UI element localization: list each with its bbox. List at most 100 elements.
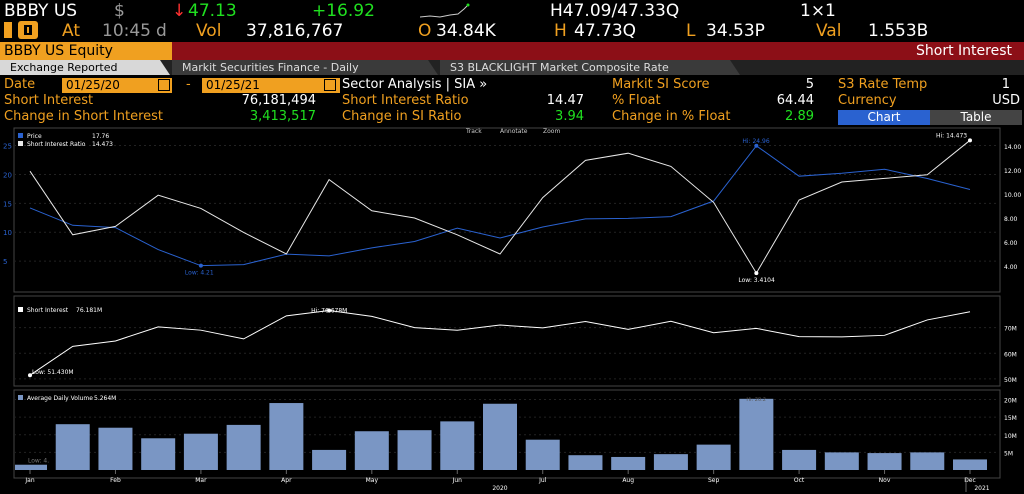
calendar-from-icon[interactable] xyxy=(158,79,170,91)
open-label: O xyxy=(418,21,432,41)
date-from-input[interactable]: 01/25/20 xyxy=(62,78,172,93)
volume-tick-label: 20M xyxy=(1004,398,1017,405)
volume-tick-label: 10M xyxy=(1004,433,1017,440)
table-button[interactable]: Table xyxy=(930,110,1022,125)
price-high-marker xyxy=(754,143,759,148)
annotate-button[interactable]: Annotate xyxy=(500,128,528,135)
function-name: Short Interest xyxy=(916,43,1012,59)
x-year-label: 2021 xyxy=(974,485,989,492)
track-button[interactable]: Track xyxy=(465,128,482,135)
volume-low-annotation: Low: 4. xyxy=(28,458,49,465)
legend-ratio-value: 14.473 xyxy=(92,141,113,148)
volume-bar xyxy=(739,398,774,470)
ratio-low-marker xyxy=(754,271,759,276)
security-name[interactable]: BBBY US Equity xyxy=(0,42,172,60)
si-high-annotation: Hi: 76.678M xyxy=(311,308,347,315)
ticker-symbol[interactable]: BBBY US xyxy=(4,1,78,21)
low-value: 34.53P xyxy=(706,21,765,41)
left-tick-label: 10 xyxy=(3,229,12,237)
high-value: 47.73Q xyxy=(574,21,637,41)
value-label: Val xyxy=(816,21,842,41)
short-interest-ratio-label: Short Interest Ratio xyxy=(342,93,469,108)
volume-bar xyxy=(354,431,389,470)
si-tick-label: 60M xyxy=(1004,351,1017,358)
date-separator: - xyxy=(186,77,191,92)
volume-high-annotation: Hi: 20.2 xyxy=(746,397,766,403)
volume-bar xyxy=(55,424,90,470)
legend-price-label: Price xyxy=(27,133,42,140)
volume-bar xyxy=(98,427,133,470)
chart-button[interactable]: Chart xyxy=(838,110,930,125)
alert-icon[interactable] xyxy=(18,21,38,39)
volume-bar xyxy=(312,449,347,470)
price-low-annotation: Low: 4.21 xyxy=(185,270,214,277)
x-tick-label: Nov xyxy=(879,477,891,484)
volume-bar xyxy=(867,453,902,470)
ratio-low-annotation: Low: 3.4104 xyxy=(738,277,775,284)
float-value: 64.44 xyxy=(776,93,814,108)
left-tick-label: 25 xyxy=(3,143,12,151)
volume-value: 37,816,767 xyxy=(246,21,344,41)
volume-bar xyxy=(653,454,688,470)
change-short-interest-label: Change in Short Interest xyxy=(4,109,164,124)
price-high-annotation: Hi: 24.96 xyxy=(742,138,769,145)
float-label: % Float xyxy=(612,93,661,108)
status-indicator xyxy=(4,22,12,38)
high-label: H xyxy=(554,21,567,41)
currency-label: Currency xyxy=(838,93,897,108)
volume-bar xyxy=(226,424,261,470)
chart-toolbar: Track Annotate Zoom xyxy=(465,128,560,135)
price-panel-frame xyxy=(13,127,1001,293)
si-high-marker xyxy=(327,308,332,313)
x-tick-label: Jun xyxy=(452,477,463,484)
ticker-detail-row: At 10:45 d Vol 37,816,767 O 34.84K H 47.… xyxy=(0,20,1024,42)
time-suffix: d xyxy=(156,21,167,41)
volume-bar xyxy=(611,456,646,470)
calendar-to-icon[interactable] xyxy=(324,79,336,91)
date-to-input[interactable]: 01/25/21 xyxy=(202,78,340,93)
net-change: +16.92 xyxy=(312,1,375,21)
legend-si-value: 76.181M xyxy=(76,307,102,314)
legend-ratio-label: Short Interest Ratio xyxy=(27,141,86,148)
ratio-series-line xyxy=(29,139,971,275)
volume-bar xyxy=(568,455,603,470)
right-tick-label: 6.00 xyxy=(1004,240,1018,247)
short-interest-value: 76,181,494 xyxy=(241,93,316,108)
volume-bar xyxy=(141,438,176,470)
x-tick-label: May xyxy=(366,477,379,484)
date-label: Date xyxy=(4,77,36,92)
legend-volume-value: 5.264M xyxy=(94,395,116,402)
legend-volume-label: Average Daily Volume xyxy=(27,395,93,402)
right-tick-label: 12.00 xyxy=(1004,168,1021,175)
left-tick-label: 5 xyxy=(3,258,7,266)
change-float-value: 2.89 xyxy=(785,109,814,124)
x-tick-label: Oct xyxy=(794,477,805,484)
zoom-button[interactable]: Zoom xyxy=(543,128,560,135)
volume-bar xyxy=(183,433,218,470)
volume-panel-frame xyxy=(13,389,1001,479)
volume-bar xyxy=(824,452,859,470)
x-tick-label: Aug xyxy=(622,477,634,484)
markit-si-score-label: Markit SI Score xyxy=(612,77,710,92)
tab-exchange-reported[interactable]: Exchange Reported xyxy=(0,60,170,75)
at-label: At xyxy=(62,21,80,41)
sector-analysis-link[interactable]: Sector Analysis | SIA » xyxy=(342,77,488,92)
tab-s3-blacklight[interactable]: S3 BLACKLIGHT Market Composite Rate xyxy=(440,60,740,75)
short-interest-label: Short Interest xyxy=(4,93,94,108)
right-tick-label: 14.00 xyxy=(1004,144,1021,151)
price-legend: Price 17.76 Short Interest Ratio 14.473 xyxy=(18,133,113,148)
markit-si-score-value: 5 xyxy=(805,77,814,92)
ticker-row: BBBY US $ ↓ 47.13 +16.92 H47.09/47.33Q 1… xyxy=(0,0,1024,22)
volume-bar xyxy=(440,421,475,470)
tab-markit-daily[interactable]: Markit Securities Finance - Daily xyxy=(172,60,438,75)
ratio-high-marker xyxy=(968,138,972,143)
legend-price-value: 17.76 xyxy=(92,133,109,140)
low-label: L xyxy=(686,21,696,41)
volume-bar xyxy=(953,459,987,470)
x-tick-label: Mar xyxy=(195,477,207,484)
price-low-marker xyxy=(198,263,203,268)
s3-rate-temp-label: S3 Rate Temp xyxy=(838,77,928,92)
right-tick-label: 8.00 xyxy=(1004,216,1018,223)
open-value: 34.84K xyxy=(436,21,496,41)
